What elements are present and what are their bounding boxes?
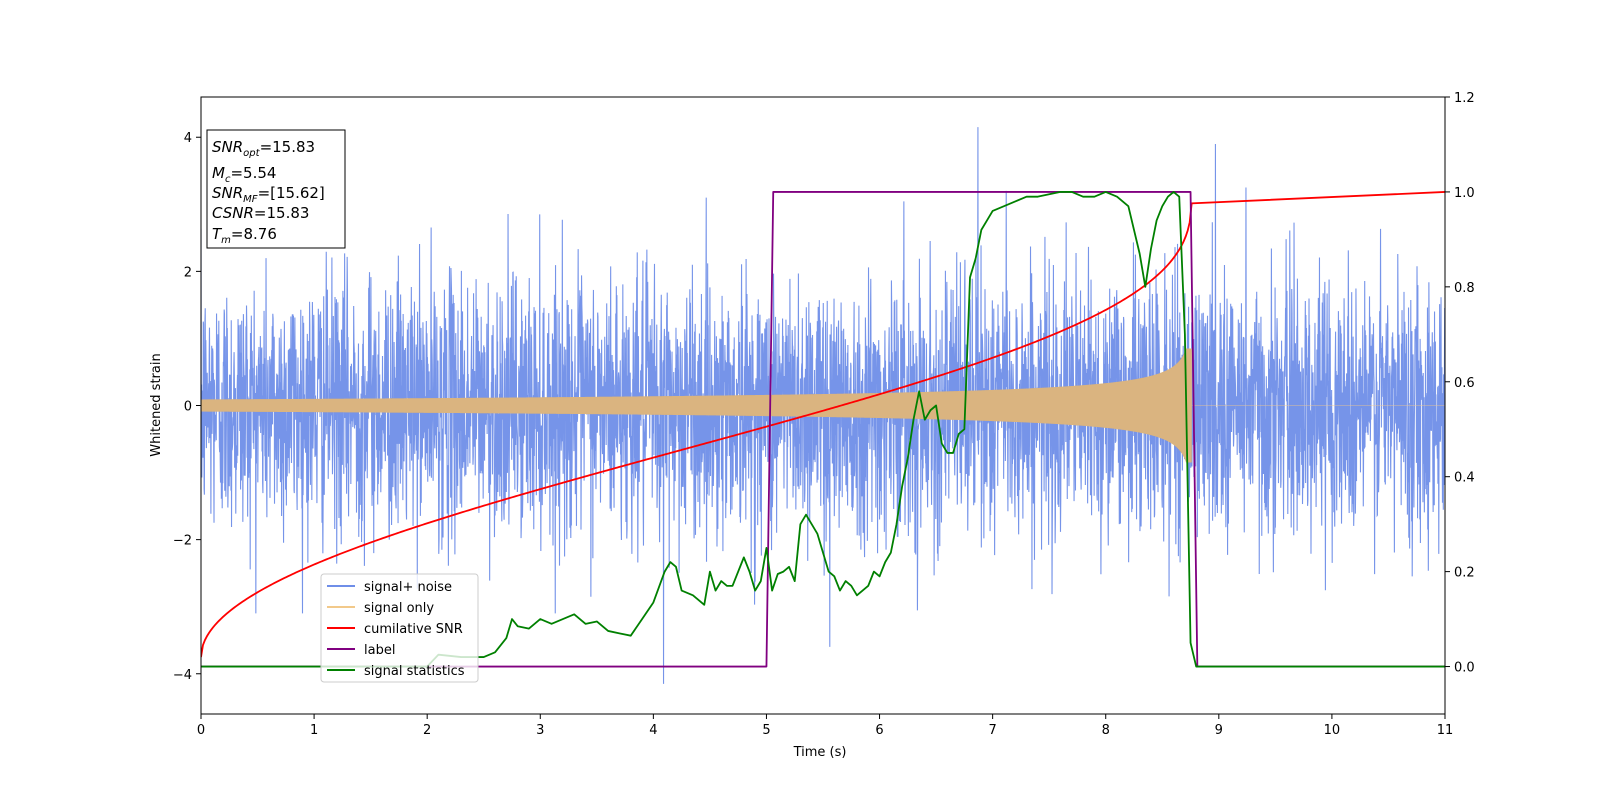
y-tick-label-left: 2 [184, 265, 192, 280]
series-cumulative-snr [201, 191, 1445, 658]
y-tick-label-right: 0.0 [1454, 661, 1475, 676]
x-tick-label: 11 [1437, 723, 1454, 738]
info-line: CSNR=15.83 [212, 204, 309, 222]
y-tick-label-right: 0.2 [1454, 566, 1475, 581]
x-tick-label: 9 [1215, 723, 1223, 738]
legend-frame [320, 573, 479, 683]
x-tick-label: 1 [310, 723, 318, 738]
x-tick-label: 8 [1102, 723, 1110, 738]
x-tick-label: 4 [649, 723, 657, 738]
info-line: SNRopt=15.83 [212, 138, 315, 159]
x-tick-label: 2 [423, 723, 431, 738]
legend-label: signal+ noise [364, 580, 452, 595]
x-tick-label: 5 [762, 723, 770, 738]
y-tick-label-left: 4 [184, 131, 192, 146]
x-tick-label: 10 [1324, 723, 1341, 738]
x-tick-label: 6 [875, 723, 883, 738]
legend-label: signal only [364, 601, 434, 616]
x-axis-title: Time (s) [793, 745, 847, 760]
x-tick-label: 3 [536, 723, 544, 738]
y-tick-label-left: 0 [184, 400, 192, 415]
y-tick-label-right: 0.8 [1454, 281, 1475, 296]
info-box: SNRopt=15.83 Mc=5.54SNRMF=[15.62]CSNR=15.… [206, 129, 346, 249]
axes-layer: 0 1 2 3 4 5 6 7 8 9 10 11 −4 −2 0 2 4 0.0 0.2 0.4 0.6 0.8 1.0 1… [173, 91, 1475, 738]
y-tick-label-right: 1.2 [1454, 91, 1475, 106]
y-tick-label-right: 0.6 [1454, 376, 1475, 391]
series-signal-only [201, 348, 1445, 463]
y-tick-label-left: −4 [173, 668, 192, 683]
plot-content [201, 127, 1445, 684]
info-line: Mc=5.54 [212, 164, 276, 185]
series-signal-statistics [201, 191, 1445, 668]
info-line: Tm=8.76 [212, 225, 277, 246]
x-tick-label: 7 [988, 723, 996, 738]
y-axis-title: Whitened strain [149, 353, 164, 456]
y-tick-label-right: 1.0 [1454, 186, 1475, 201]
info-box-frame [206, 129, 346, 249]
legend-label: label [364, 643, 395, 658]
x-tick-label: 0 [197, 723, 205, 738]
y-tick-label-left: −2 [173, 534, 192, 549]
legend: signal+ noise signal only cumilative SNR la… [320, 573, 479, 683]
legend-label: signal statistics [364, 664, 465, 679]
info-line: SNRMF=[15.62] [212, 184, 325, 205]
legend-label: cumilative SNR [364, 622, 463, 637]
y-tick-label-right: 0.4 [1454, 471, 1475, 486]
